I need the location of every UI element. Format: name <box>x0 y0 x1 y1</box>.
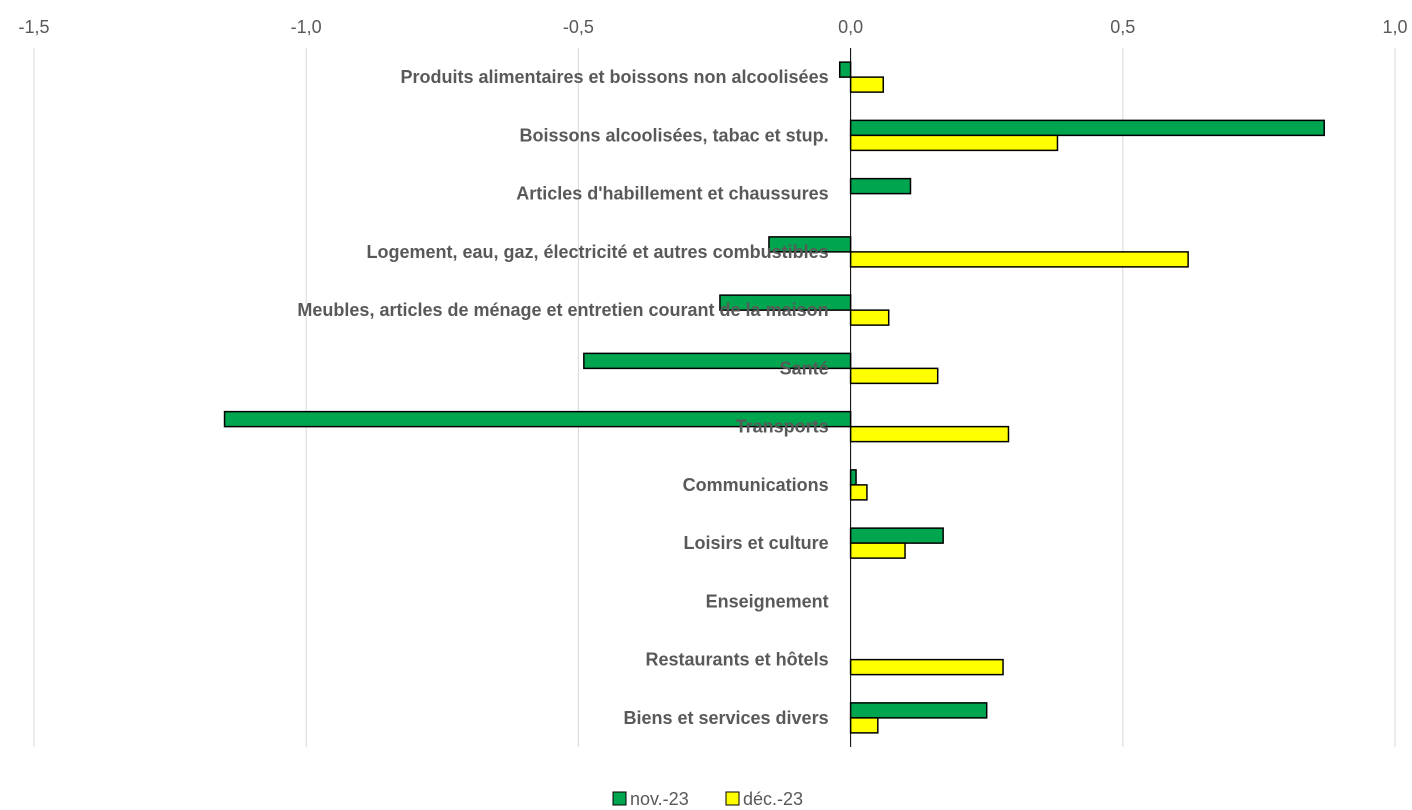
bar-dec-23 <box>849 425 1010 443</box>
category-label: Santé <box>780 358 829 378</box>
category-label: Communications <box>683 475 829 495</box>
category-label: Restaurants et hôtels <box>646 650 829 670</box>
x-tick-label: -1,0 <box>291 17 322 37</box>
legend-swatch <box>612 791 627 806</box>
category-label: Transports <box>736 417 829 437</box>
category-label: Logement, eau, gaz, électricité et autre… <box>366 242 828 262</box>
bar-nov-23 <box>849 119 1325 137</box>
bar-nov-23 <box>849 469 857 486</box>
category-label: Boissons alcoolisées, tabac et stup. <box>519 125 828 145</box>
bar-dec-23 <box>849 134 1059 152</box>
category-labels: Produits alimentaires et boissons non al… <box>297 67 828 728</box>
bar-dec-23 <box>849 309 890 326</box>
bars <box>223 61 1325 734</box>
bar-dec-23 <box>849 542 906 559</box>
grid-lines <box>33 48 1396 747</box>
category-label: Loisirs et culture <box>684 533 829 553</box>
bar-nov-23 <box>849 177 912 195</box>
bar-nov-23 <box>849 527 944 544</box>
legend: nov.-23 déc.-23 <box>612 789 803 809</box>
category-label: Biens et services divers <box>623 708 828 728</box>
bar-nov-23 <box>849 702 988 719</box>
bar-dec-23 <box>849 658 1004 676</box>
category-label: Enseignement <box>706 591 829 611</box>
x-axis-tick-labels: -1,5 -1,0 -0,5 0,0 0,5 1,0 <box>18 17 1407 37</box>
x-tick-label: 0,0 <box>838 17 863 37</box>
bar-dec-23 <box>849 717 879 734</box>
category-label: Meubles, articles de ménage et entretien… <box>297 300 828 320</box>
x-tick-label: 1,0 <box>1382 17 1407 37</box>
legend-label: déc.-23 <box>743 789 803 809</box>
x-tick-label: -0,5 <box>563 17 594 37</box>
bar-dec-23 <box>849 367 939 385</box>
bar-dec-23 <box>849 76 885 93</box>
x-tick-label: -1,5 <box>18 17 49 37</box>
legend-label: nov.-23 <box>630 789 689 809</box>
category-label: Produits alimentaires et boissons non al… <box>400 67 828 87</box>
bar-dec-23 <box>849 251 1189 268</box>
category-label: Articles d'habillement et chaussures <box>516 184 828 204</box>
x-tick-label: 0,5 <box>1110 17 1135 37</box>
bar-dec-23 <box>849 484 868 501</box>
bar-nov-23 <box>838 61 852 78</box>
legend-swatch <box>725 791 740 806</box>
